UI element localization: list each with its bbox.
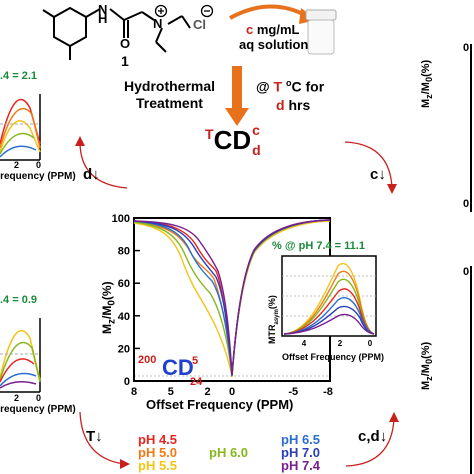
spectrum-ph-5-5: [133, 220, 331, 378]
minus-charge-icon: [200, 4, 214, 18]
legend-ph-7-4: pH 7.4: [281, 458, 321, 473]
x-tick-2: 2: [204, 386, 210, 398]
top-right-partial-axes: [470, 44, 472, 212]
bottom-left-tick-0: 0: [36, 393, 42, 403]
x-tick-minus8: -8: [323, 386, 333, 398]
lidocaine-structure: [42, 6, 191, 60]
bottom-right-tick: 0: [463, 266, 470, 278]
legend-ph-6-0: pH 6.0: [209, 445, 249, 460]
cycle-label-c: c↓: [370, 166, 386, 183]
x-tick-0: 0: [229, 386, 235, 398]
vial-icon: [305, 9, 337, 55]
cycle-arrow-top-left-icon: [75, 136, 128, 189]
compound-number: 1: [121, 53, 129, 69]
sample-sup-200: 200: [138, 354, 156, 366]
bottom-left-tick-2: 2: [14, 393, 20, 403]
plus-charge-icon: [154, 4, 168, 18]
concentration-label: c mg/mL: [246, 22, 300, 37]
x-tick-5: 5: [168, 386, 174, 398]
bottom-right-ylabel: Mz/M0(%): [420, 341, 435, 390]
legend-ph-4-5: pH 4.5: [138, 432, 178, 447]
y-tick-0: 0: [124, 376, 130, 388]
process-arrow-icon: [225, 66, 249, 126]
inset-xlabel: Offset Frequency (PPM): [282, 352, 385, 362]
n-plus-label: N: [153, 16, 163, 31]
inset-curve-ph-7-4: [283, 313, 375, 335]
legend-ph-7-0: pH 7.0: [281, 445, 321, 460]
chloride-label: Cl: [193, 17, 206, 32]
process-conditions-2: d hrs: [276, 97, 311, 113]
y-tick-60: 60: [118, 278, 130, 290]
inset-title: % @ pH 7.4 = 11.1: [272, 240, 365, 252]
top-right-ylabel: Mz/M0(%): [420, 59, 435, 108]
inset-ylabel: MTRasym(%): [267, 295, 280, 344]
solution-label: aq solution: [239, 37, 309, 52]
inset-x-tick-4: 4: [302, 339, 307, 348]
process-line1: Hydrothermal: [124, 78, 216, 94]
y-tick-20: 20: [118, 343, 130, 355]
y-tick-80: 80: [118, 246, 130, 258]
y-tick-100: 100: [112, 213, 130, 225]
inset-curve-ph-7-0: [283, 305, 375, 335]
cycle-arrow-bottom-right-icon: [345, 412, 399, 467]
inset-mtr-plot: 4 2 0: [281, 255, 377, 348]
o-label: O: [120, 36, 131, 51]
legend-ph-5-5: pH 5.5: [138, 458, 178, 473]
top-left-partial-plot: [0, 94, 41, 161]
process-conditions-1: @ T oC for: [256, 78, 325, 95]
cycle-arrow-bottom-left-icon: [79, 411, 130, 469]
bottom-right-partial-axes: [470, 266, 472, 474]
legend-ph-5-0: pH 5.0: [138, 445, 178, 460]
cycle-label-cd: c,d↓: [358, 428, 388, 445]
top-left-ph-label: .4 = 2.1: [0, 70, 38, 82]
top-right-tick-0: 0: [463, 198, 470, 210]
top-left-tick-2: 2: [14, 160, 20, 170]
sample-cd: CD: [162, 355, 194, 380]
product-label: TCD c d: [205, 122, 261, 158]
top-right-tick: 0: [463, 42, 470, 54]
main-xlabel: Offset Frequency (PPM): [146, 397, 294, 412]
bottom-left-ph-label: .4 = 0.9: [0, 294, 38, 306]
process-line2: Treatment: [136, 95, 203, 111]
spectrum-ph-7-4: [133, 219, 331, 376]
top-left-tick-0: 0: [36, 160, 42, 170]
cycle-arrow-top-right-icon: [344, 141, 397, 194]
y-axis-ticks: [134, 217, 140, 382]
cycle-label-d: d↓: [83, 166, 100, 183]
top-left-xlabel: Frequency (PPM): [0, 171, 76, 182]
sample-sub-24: 24: [190, 376, 203, 388]
inset-curve-ph-6-5: [283, 296, 375, 335]
legend-ph-6-5: pH 6.5: [281, 432, 321, 447]
cycle-label-T: T↓: [86, 428, 103, 445]
x-tick-minus5: -5: [288, 386, 298, 398]
spectrum-ph-6-0: [133, 219, 331, 377]
x-tick-8: 8: [131, 386, 137, 398]
inset-x-tick-2: 2: [338, 339, 343, 348]
y-tick-40: 40: [118, 311, 130, 323]
bottom-left-xlabel: Frequency (PPM): [0, 404, 76, 415]
bottom-left-partial-plot: [0, 318, 41, 393]
sample-sup-5: 5: [192, 355, 198, 367]
inset-x-tick-0: 0: [368, 339, 373, 348]
